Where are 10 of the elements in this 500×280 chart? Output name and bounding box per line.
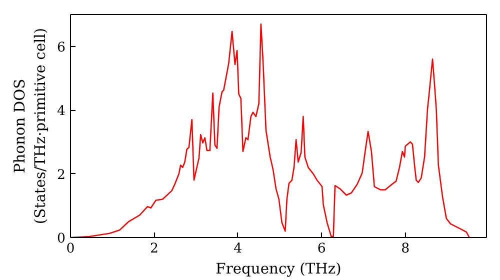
y-tick-label: 4 xyxy=(57,104,66,120)
y-axis-title: Phonon DOS (States/THz·primitive cell) xyxy=(12,28,50,224)
x-axis-title: Frequency (THz) xyxy=(216,260,342,278)
x-tick-label: 8 xyxy=(401,242,410,256)
y-tick-label: 0 xyxy=(57,232,66,246)
y-tick-label: 2 xyxy=(57,168,66,183)
y-tick-label: 6 xyxy=(57,40,66,56)
x-tick-label: 4 xyxy=(234,242,242,256)
x-tick-label: 6 xyxy=(317,242,326,256)
x-tick-label: 2 xyxy=(150,242,158,256)
